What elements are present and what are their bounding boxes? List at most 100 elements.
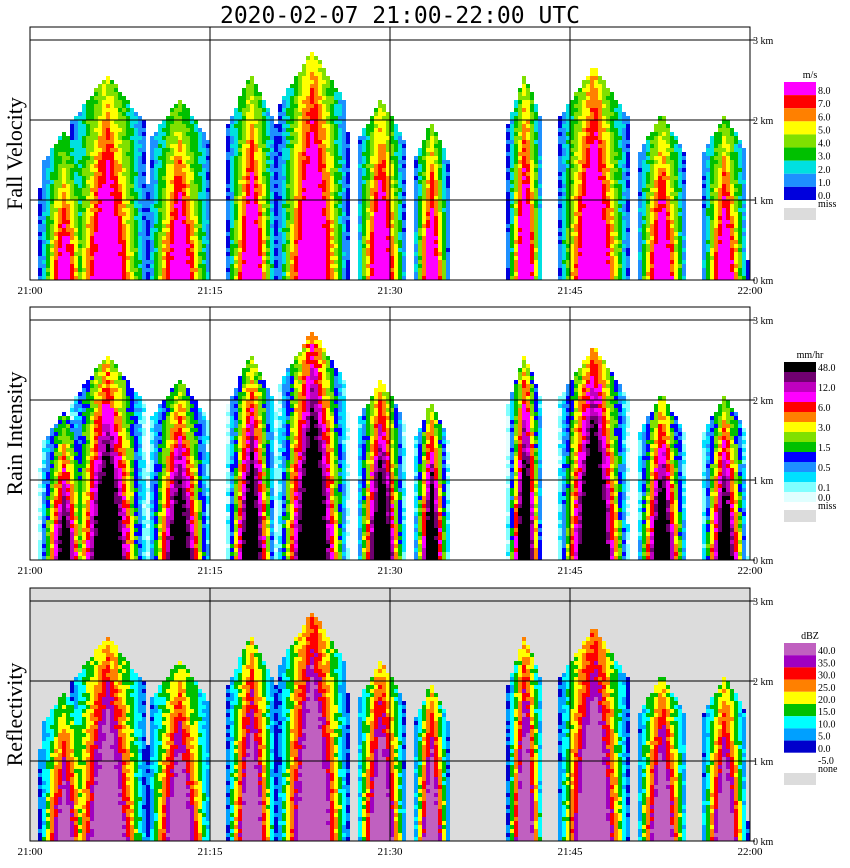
heatmap-cell: [206, 200, 210, 204]
heatmap-cell: [174, 244, 178, 248]
heatmap-cell: [342, 168, 346, 172]
heatmap-cell: [242, 152, 246, 156]
heatmap-cell: [294, 228, 298, 232]
heatmap-cell: [202, 268, 206, 272]
heatmap-cell: [110, 236, 114, 240]
heatmap-cell: [270, 260, 274, 264]
heatmap-cell: [130, 228, 134, 232]
heatmap-cell: [310, 176, 314, 180]
heatmap-cell: [306, 164, 310, 168]
heatmap-cell: [78, 196, 82, 200]
heatmap-cell: [422, 156, 426, 160]
heatmap-cell: [98, 144, 102, 148]
heatmap-cell: [86, 224, 90, 228]
heatmap-cell: [558, 244, 562, 248]
heatmap-cell: [298, 180, 302, 184]
heatmap-cell: [98, 248, 102, 252]
heatmap-cell: [374, 228, 378, 232]
heatmap-cell: [262, 188, 266, 192]
heatmap-cell: [194, 160, 198, 164]
heatmap-cell: [98, 164, 102, 168]
heatmap-cell: [126, 240, 130, 244]
heatmap-cell: [362, 212, 366, 216]
heatmap-cell: [518, 96, 522, 100]
heatmap-cell: [126, 104, 130, 108]
heatmap-cell: [118, 204, 122, 208]
heatmap-cell: [310, 268, 314, 272]
heatmap-cell: [278, 172, 282, 176]
heatmap-cell: [338, 204, 342, 208]
heatmap-cell: [586, 252, 590, 256]
heatmap-cell: [582, 156, 586, 160]
heatmap-cell: [242, 200, 246, 204]
heatmap-cell: [382, 148, 386, 152]
heatmap-cell: [390, 216, 394, 220]
heatmap-cell: [226, 256, 230, 260]
heatmap-cell: [382, 160, 386, 164]
heatmap-cell: [394, 200, 398, 204]
heatmap-cell: [238, 244, 242, 248]
heatmap-cell: [570, 252, 574, 256]
heatmap-cell: [206, 232, 210, 236]
heatmap-cell: [434, 228, 438, 232]
heatmap-cell: [578, 144, 582, 148]
heatmap-cell: [430, 268, 434, 272]
heatmap-cell: [530, 268, 534, 272]
heatmap-cell: [58, 212, 62, 216]
heatmap-cell: [318, 252, 322, 256]
heatmap-cell: [230, 224, 234, 228]
heatmap-cell: [46, 216, 50, 220]
heatmap-cell: [446, 176, 450, 180]
heatmap-cell: [438, 260, 442, 264]
heatmap-cell: [282, 232, 286, 236]
heatmap-cell: [174, 172, 178, 176]
heatmap-cell: [386, 140, 390, 144]
heatmap-cell: [526, 212, 530, 216]
heatmap-cell: [118, 96, 122, 100]
heatmap-cell: [50, 196, 54, 200]
heatmap-cell: [170, 232, 174, 236]
heatmap-cell: [378, 128, 382, 132]
heatmap-cell: [294, 112, 298, 116]
heatmap-cell: [446, 244, 450, 248]
heatmap-cell: [174, 196, 178, 200]
heatmap-cell: [42, 224, 46, 228]
heatmap-cell: [602, 184, 606, 188]
heatmap-cell: [306, 160, 310, 164]
heatmap-cell: [262, 272, 266, 276]
heatmap-cell: [278, 152, 282, 156]
heatmap-cell: [386, 192, 390, 196]
heatmap-cell: [170, 184, 174, 188]
heatmap-cell: [82, 144, 86, 148]
heatmap-cell: [190, 236, 194, 240]
heatmap-cell: [314, 268, 318, 272]
heatmap-cell: [446, 256, 450, 260]
heatmap-cell: [326, 276, 330, 280]
heatmap-cell: [526, 276, 530, 280]
heatmap-cell: [98, 268, 102, 272]
heatmap-cell: [298, 172, 302, 176]
heatmap-cell: [230, 260, 234, 264]
heatmap-cell: [586, 276, 590, 280]
heatmap-cell: [390, 120, 394, 124]
heatmap-cell: [538, 180, 542, 184]
heatmap-cell: [310, 56, 314, 60]
heatmap-cell: [366, 212, 370, 216]
heatmap-cell: [538, 176, 542, 180]
heatmap-cell: [286, 204, 290, 208]
heatmap-cell: [306, 56, 310, 60]
heatmap-cell: [382, 184, 386, 188]
heatmap-cell: [386, 132, 390, 136]
heatmap-cell: [70, 120, 74, 124]
heatmap-cell: [538, 224, 542, 228]
heatmap-cell: [278, 196, 282, 200]
heatmap-cell: [206, 276, 210, 280]
heatmap-cell: [158, 256, 162, 260]
heatmap-cell: [54, 204, 58, 208]
heatmap-cell: [274, 140, 278, 144]
heatmap-cell: [118, 236, 122, 240]
heatmap-cell: [518, 240, 522, 244]
heatmap-cell: [182, 196, 186, 200]
heatmap-cell: [438, 208, 442, 212]
heatmap-cell: [138, 132, 142, 136]
